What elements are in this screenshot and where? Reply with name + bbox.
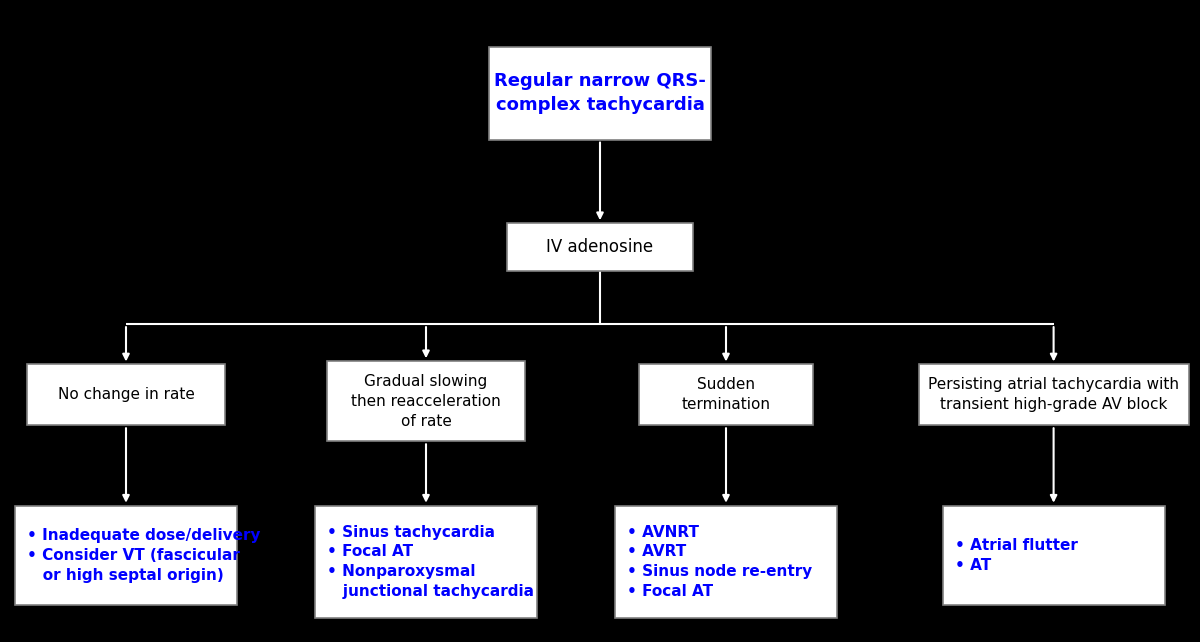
FancyBboxPatch shape [943,506,1164,605]
FancyBboxPatch shape [314,506,538,618]
Text: Regular narrow QRS-
complex tachycardia: Regular narrow QRS- complex tachycardia [494,73,706,114]
FancyBboxPatch shape [14,506,238,605]
Text: Persisting atrial tachycardia with
transient high-grade AV block: Persisting atrial tachycardia with trans… [928,377,1180,412]
Text: • Atrial flutter
• AT: • Atrial flutter • AT [955,538,1078,573]
FancyBboxPatch shape [326,361,526,442]
Text: • AVNRT
• AVRT
• Sinus node re-entry
• Focal AT: • AVNRT • AVRT • Sinus node re-entry • F… [628,525,812,599]
FancyBboxPatch shape [490,47,710,140]
FancyBboxPatch shape [640,365,814,425]
Text: Gradual slowing
then reacceleration
of rate: Gradual slowing then reacceleration of r… [352,374,500,429]
FancyBboxPatch shape [26,365,226,425]
Text: Sudden
termination: Sudden termination [682,377,770,412]
FancyBboxPatch shape [508,223,694,271]
Text: No change in rate: No change in rate [58,387,194,403]
Text: • Inadequate dose/delivery
• Consider VT (fascicular
   or high septal origin): • Inadequate dose/delivery • Consider VT… [28,528,260,583]
Text: • Sinus tachycardia
• Focal AT
• Nonparoxysmal
   junctional tachycardia: • Sinus tachycardia • Focal AT • Nonparo… [326,525,534,599]
Text: IV adenosine: IV adenosine [546,238,654,256]
FancyBboxPatch shape [919,365,1188,425]
FancyBboxPatch shape [616,506,838,618]
